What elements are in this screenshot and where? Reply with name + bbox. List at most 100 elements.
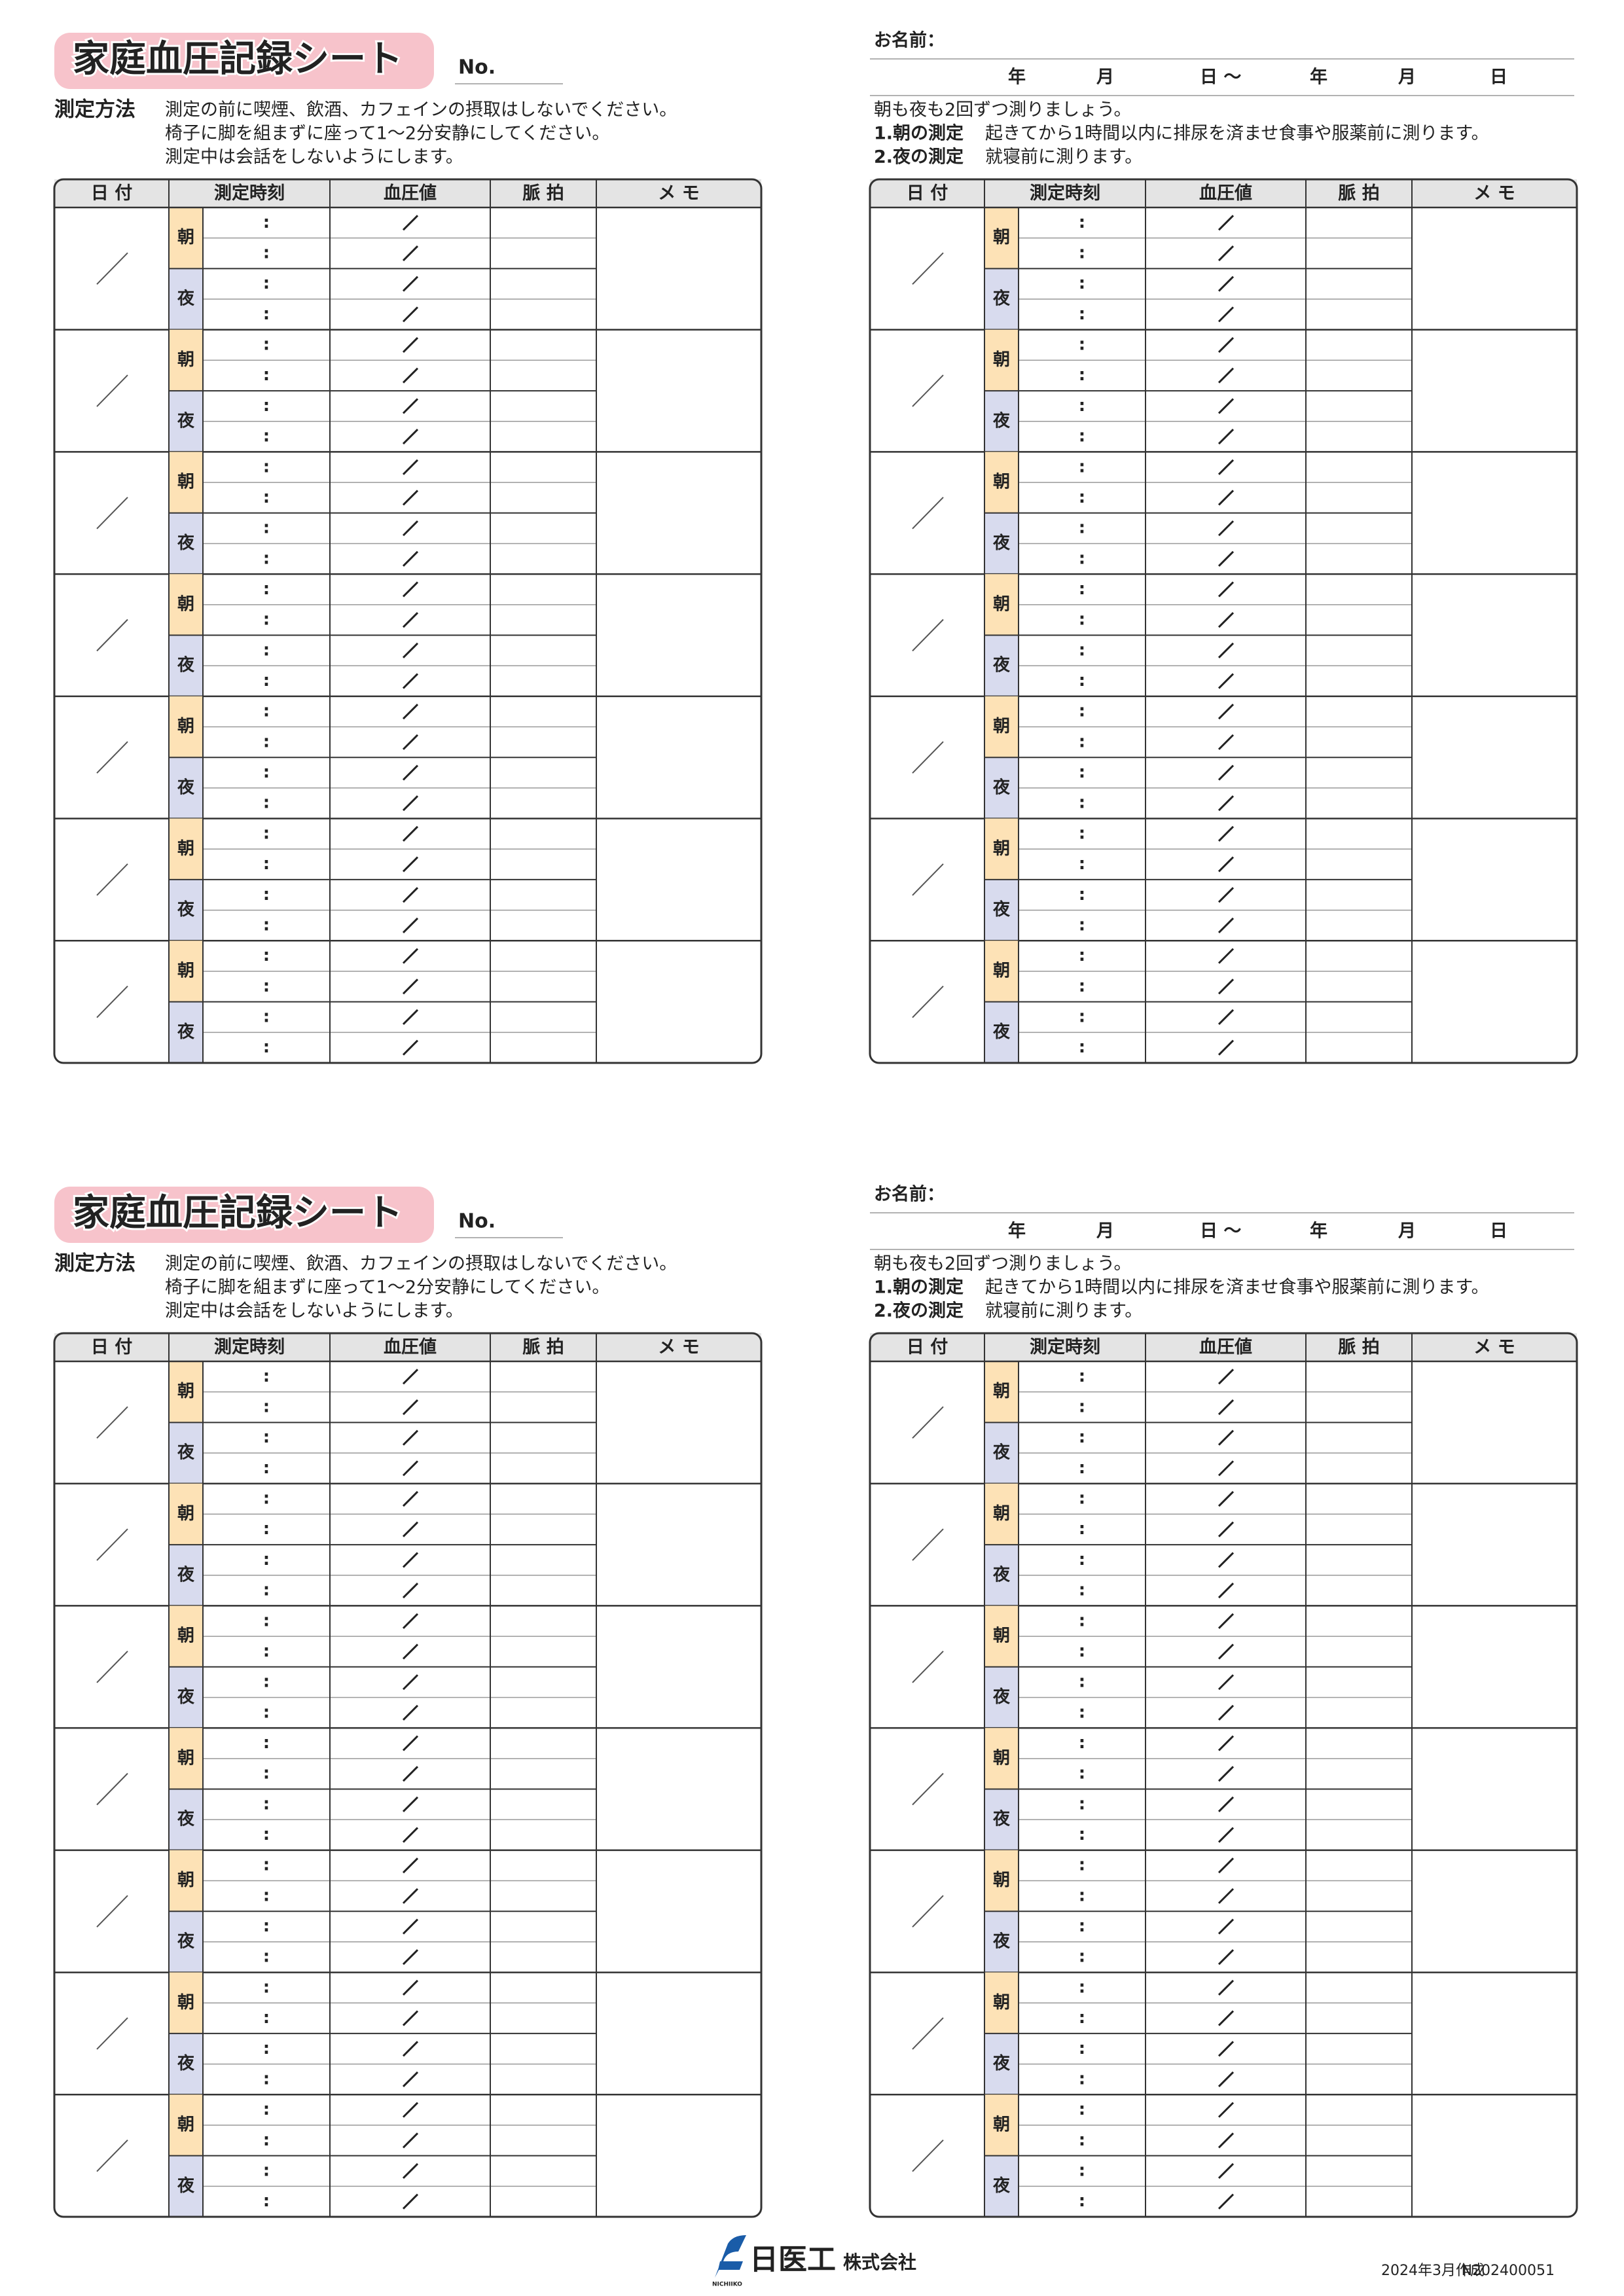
time-separator: :: [263, 488, 270, 507]
time-separator: :: [1079, 1037, 1085, 1057]
time-separator: :: [1079, 304, 1085, 324]
time-separator: :: [1079, 1611, 1085, 1630]
evening-cell: [984, 757, 1019, 819]
table-header: 脈 拍: [1338, 1337, 1379, 1357]
evening-cell: [169, 1911, 203, 1973]
time-separator: :: [263, 304, 270, 324]
morning-label: 朝: [993, 838, 1010, 859]
time-separator: :: [263, 2008, 270, 2028]
date-slash: [912, 252, 944, 285]
date-slash: [912, 1528, 944, 1561]
bp-slash: [1218, 1704, 1235, 1721]
date-slash: [912, 619, 944, 652]
evening-cell: [984, 1666, 1019, 1729]
bp-slash: [1218, 2010, 1235, 2026]
method-label: 測定方法: [54, 98, 135, 122]
time-separator: :: [1079, 1794, 1085, 1814]
time-separator: :: [263, 762, 270, 782]
evening-cell: [169, 2033, 203, 2095]
table-header: 血圧値: [384, 1337, 437, 1357]
bp-slash: [402, 1704, 419, 1721]
table-header: 血圧値: [384, 183, 437, 204]
bp-slash: [1218, 642, 1235, 658]
evening-label: 夜: [992, 1809, 1011, 1829]
bp-slash: [1218, 367, 1235, 384]
bp-slash: [402, 1735, 419, 1751]
time-separator: :: [1079, 396, 1085, 416]
bp-slash: [1218, 1583, 1235, 1599]
title: 家庭血圧記録シート: [73, 1192, 403, 1234]
bp-slash: [402, 581, 419, 598]
evening-label: 夜: [177, 410, 195, 431]
time-separator: :: [263, 640, 270, 660]
title-badge: [54, 33, 434, 89]
bp-slash: [402, 2193, 419, 2210]
evening-label: 夜: [177, 1687, 195, 1707]
bp-slash: [402, 1552, 419, 1568]
name-label: お名前：: [874, 1184, 945, 1205]
title-badge: [54, 1187, 434, 1243]
bp-slash: [1218, 1643, 1235, 1660]
evening-cell: [984, 1789, 1019, 1850]
title: 家庭血圧記録シート: [73, 38, 403, 81]
logo-mark: [715, 2235, 746, 2278]
time-separator: :: [263, 1916, 270, 1936]
time-separator: :: [263, 1977, 270, 1997]
bp-slash: [1218, 1979, 1235, 1996]
evening-cell: [984, 635, 1019, 696]
logo-mark-text: NICHIIKO: [712, 2282, 742, 2288]
evening-label: 夜: [992, 410, 1011, 431]
time-separator: :: [1079, 1947, 1085, 1967]
table-header-bg: [54, 179, 761, 207]
bp-slash: [1218, 948, 1235, 964]
table-header: 血圧値: [1199, 183, 1252, 204]
morning-label: 朝: [177, 350, 194, 370]
period-label: 月: [1398, 1221, 1416, 1242]
period-label: 月: [1398, 67, 1416, 88]
table-header: 日 付: [91, 183, 132, 204]
time-separator: :: [263, 915, 270, 935]
time-separator: :: [1079, 977, 1085, 996]
evening-cell: [984, 1911, 1019, 1973]
time-separator: :: [263, 1581, 270, 1600]
evening-label: 夜: [992, 289, 1011, 309]
time-separator: :: [1079, 732, 1085, 751]
morning-label: 朝: [177, 838, 194, 859]
table-header: 測定時刻: [1030, 1336, 1100, 1357]
time-separator: :: [263, 1427, 270, 1447]
date-slash: [96, 619, 128, 652]
bp-slash: [1218, 2041, 1235, 2057]
date-slash: [912, 2017, 944, 2050]
bp-slash: [402, 948, 419, 964]
evening-cell: [169, 1789, 203, 1850]
evening-label: 夜: [177, 1022, 195, 1042]
table-header: メ モ: [658, 183, 699, 204]
bp-slash: [402, 2041, 419, 2057]
bp-slash: [1218, 398, 1235, 414]
bp-slash: [402, 1009, 419, 1026]
time-separator: :: [1079, 548, 1085, 568]
date-slash: [912, 863, 944, 896]
instruction-label: 1.朝の測定: [874, 1277, 964, 1298]
time-separator: :: [1079, 640, 1085, 660]
bp-slash: [402, 276, 419, 292]
date-slash: [96, 1895, 128, 1928]
evening-cell: [169, 1545, 203, 1606]
date-slash: [912, 1772, 944, 1806]
bp-slash: [1218, 336, 1235, 353]
morning-cell: [984, 1728, 1019, 1789]
time-separator: :: [1079, 1886, 1085, 1905]
evening-cell: [169, 635, 203, 696]
date-slash: [96, 497, 128, 529]
bp-slash: [402, 673, 419, 689]
date-slash: [912, 985, 944, 1018]
bp-slash: [1218, 1888, 1235, 1904]
evening-cell: [984, 1001, 1019, 1063]
time-separator: :: [1079, 823, 1085, 843]
table-header: 測定時刻: [214, 183, 285, 204]
bp-slash: [402, 429, 419, 445]
time-separator: :: [1079, 274, 1085, 293]
morning-label: 朝: [993, 1870, 1010, 1890]
